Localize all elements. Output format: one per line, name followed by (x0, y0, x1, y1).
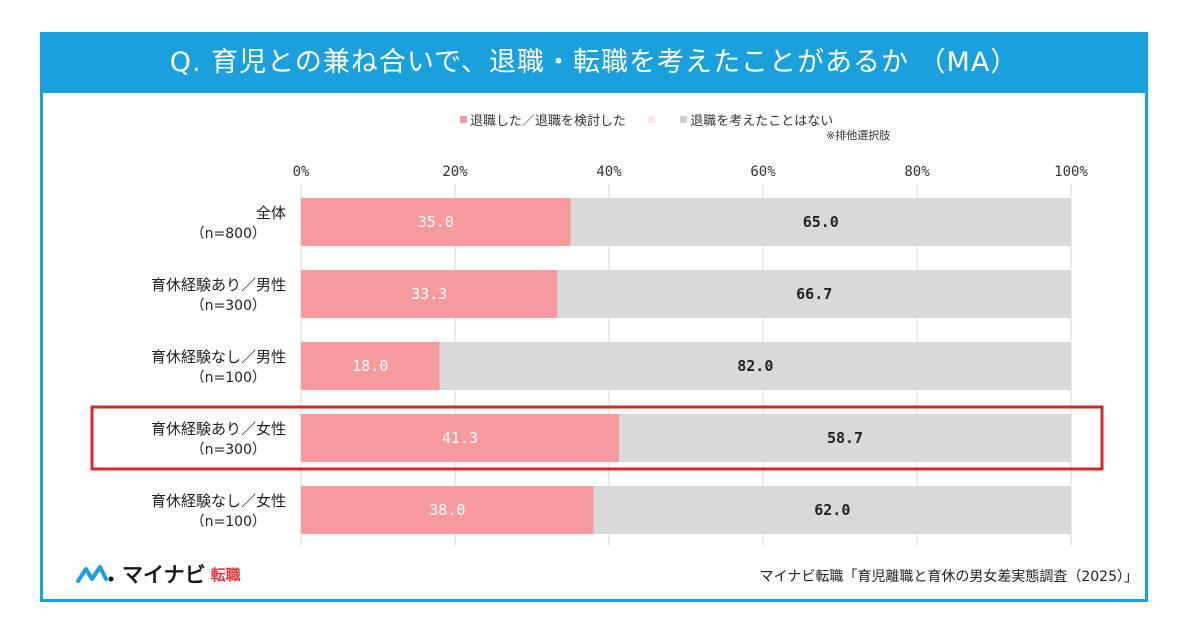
bar-segment (593, 486, 1071, 534)
category-sublabel: （n=300） (191, 442, 266, 458)
x-tick-label: 40% (596, 164, 622, 180)
data-label: 35.0 (418, 213, 454, 231)
legend-label-series-3: 退職を考えたことはない (690, 114, 834, 129)
legend-swatch-series-1 (460, 116, 467, 123)
category-label: 育休経験あり／女性 (151, 420, 286, 438)
data-label: 33.3 (411, 285, 447, 303)
bar-segment (570, 198, 1071, 246)
legend-item-series-3: 退職を考えたことはない (680, 110, 833, 129)
data-label: 58.7 (827, 429, 863, 447)
bar-segment (301, 270, 558, 318)
category-label: 育休経験なし／男性 (151, 348, 286, 366)
data-label: 65.0 (803, 213, 839, 231)
category-label: 育休経験なし／女性 (151, 492, 286, 510)
category-label: 全体 (256, 204, 286, 222)
source-note: マイナビ転職「育児離職と育休の男女差実態調査（2025）」 (759, 569, 1138, 585)
bar-segment (301, 414, 620, 462)
category-sublabel: （n=100） (191, 370, 266, 386)
data-label: 62.0 (814, 501, 850, 519)
legend-note: ※排他選択肢 (826, 129, 891, 142)
bar-segment (301, 486, 594, 534)
data-label: 82.0 (737, 357, 773, 375)
data-label: 41.3 (442, 429, 478, 447)
legend-item-series-2 (648, 116, 658, 123)
bar-segment (439, 342, 1072, 390)
x-tick-label: 20% (442, 164, 468, 180)
legend-label-series-1: 退職した／退職を検討した (470, 114, 627, 129)
x-tick-label: 80% (904, 164, 930, 180)
highlight-box (90, 405, 1104, 471)
mynavi-wave-icon (76, 565, 114, 583)
bar-segment (557, 270, 1071, 318)
x-tick-label: 0% (293, 164, 310, 180)
x-tick-label: 60% (750, 164, 776, 180)
data-label: 18.0 (352, 357, 388, 375)
category-label: 育休経験あり／男性 (151, 276, 286, 294)
brand-name: マイナビ (122, 564, 206, 587)
data-label: 66.7 (796, 285, 832, 303)
bar-segment (301, 198, 571, 246)
chart-legend: 退職した／退職を検討した 退職を考えたことはない (460, 110, 851, 129)
brand-sub: 転職 (210, 566, 241, 584)
legend-swatch-series-2 (648, 116, 656, 123)
bar-segment (301, 342, 440, 390)
chart-title: Q. 育児との兼ね合いで、退職・転職を考えたことがあるか （MA） (43, 35, 1145, 93)
category-sublabel: （n=100） (191, 514, 266, 530)
category-sublabel: （n=300） (191, 298, 266, 314)
legend-swatch-series-3 (680, 116, 688, 123)
category-sublabel: （n=800） (191, 226, 266, 242)
bar-segment (619, 414, 1071, 462)
brand-logo: マイナビ 転職 (76, 562, 241, 587)
x-tick-label: 100% (1054, 164, 1088, 180)
legend-item-series-1: 退職した／退職を検討した (460, 110, 626, 129)
data-label: 38.0 (429, 501, 465, 519)
